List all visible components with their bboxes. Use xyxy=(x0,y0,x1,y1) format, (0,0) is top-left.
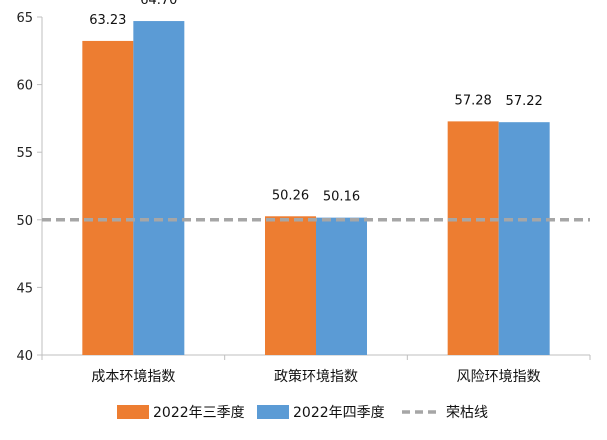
bars-group xyxy=(82,21,550,356)
legend-label: 2022年三季度 xyxy=(153,405,245,421)
bar xyxy=(498,122,550,355)
x-category-label: 政策环境指数 xyxy=(274,368,358,385)
data-label: 64.70 xyxy=(140,0,177,8)
bar xyxy=(265,216,316,355)
y-tick-label: 40 xyxy=(16,349,33,364)
data-label: 57.22 xyxy=(506,94,543,109)
data-label: 50.16 xyxy=(323,190,360,205)
data-label: 50.26 xyxy=(272,188,309,203)
x-category-label: 风险环境指数 xyxy=(457,369,541,385)
data-labels-group: 63.23 64.70 50.26 50.16 57.28 57.22 xyxy=(89,0,543,205)
y-tick-label: 55 xyxy=(16,146,33,161)
legend-swatch xyxy=(257,405,289,419)
y-axis: 40 45 50 55 60 65 xyxy=(16,11,43,364)
x-category-label: 成本环境指数 xyxy=(91,369,175,385)
y-tick-label: 65 xyxy=(16,11,33,26)
data-label: 63.23 xyxy=(89,13,126,28)
y-tick-label: 60 xyxy=(16,79,33,94)
legend-label: 荣枯线 xyxy=(446,405,488,421)
x-axis: 成本环境指数 政策环境指数 风险环境指数 xyxy=(41,354,591,385)
y-tick-label: 50 xyxy=(16,214,33,229)
bar xyxy=(447,121,499,356)
legend-label: 2022年四季度 xyxy=(293,405,385,421)
y-tick-label: 45 xyxy=(16,281,33,296)
bar xyxy=(82,40,134,356)
legend: 2022年三季度 2022年四季度 荣枯线 xyxy=(117,405,488,421)
bar xyxy=(133,21,185,355)
data-label: 57.28 xyxy=(455,93,492,108)
bar xyxy=(316,217,367,355)
legend-swatch xyxy=(117,405,149,419)
